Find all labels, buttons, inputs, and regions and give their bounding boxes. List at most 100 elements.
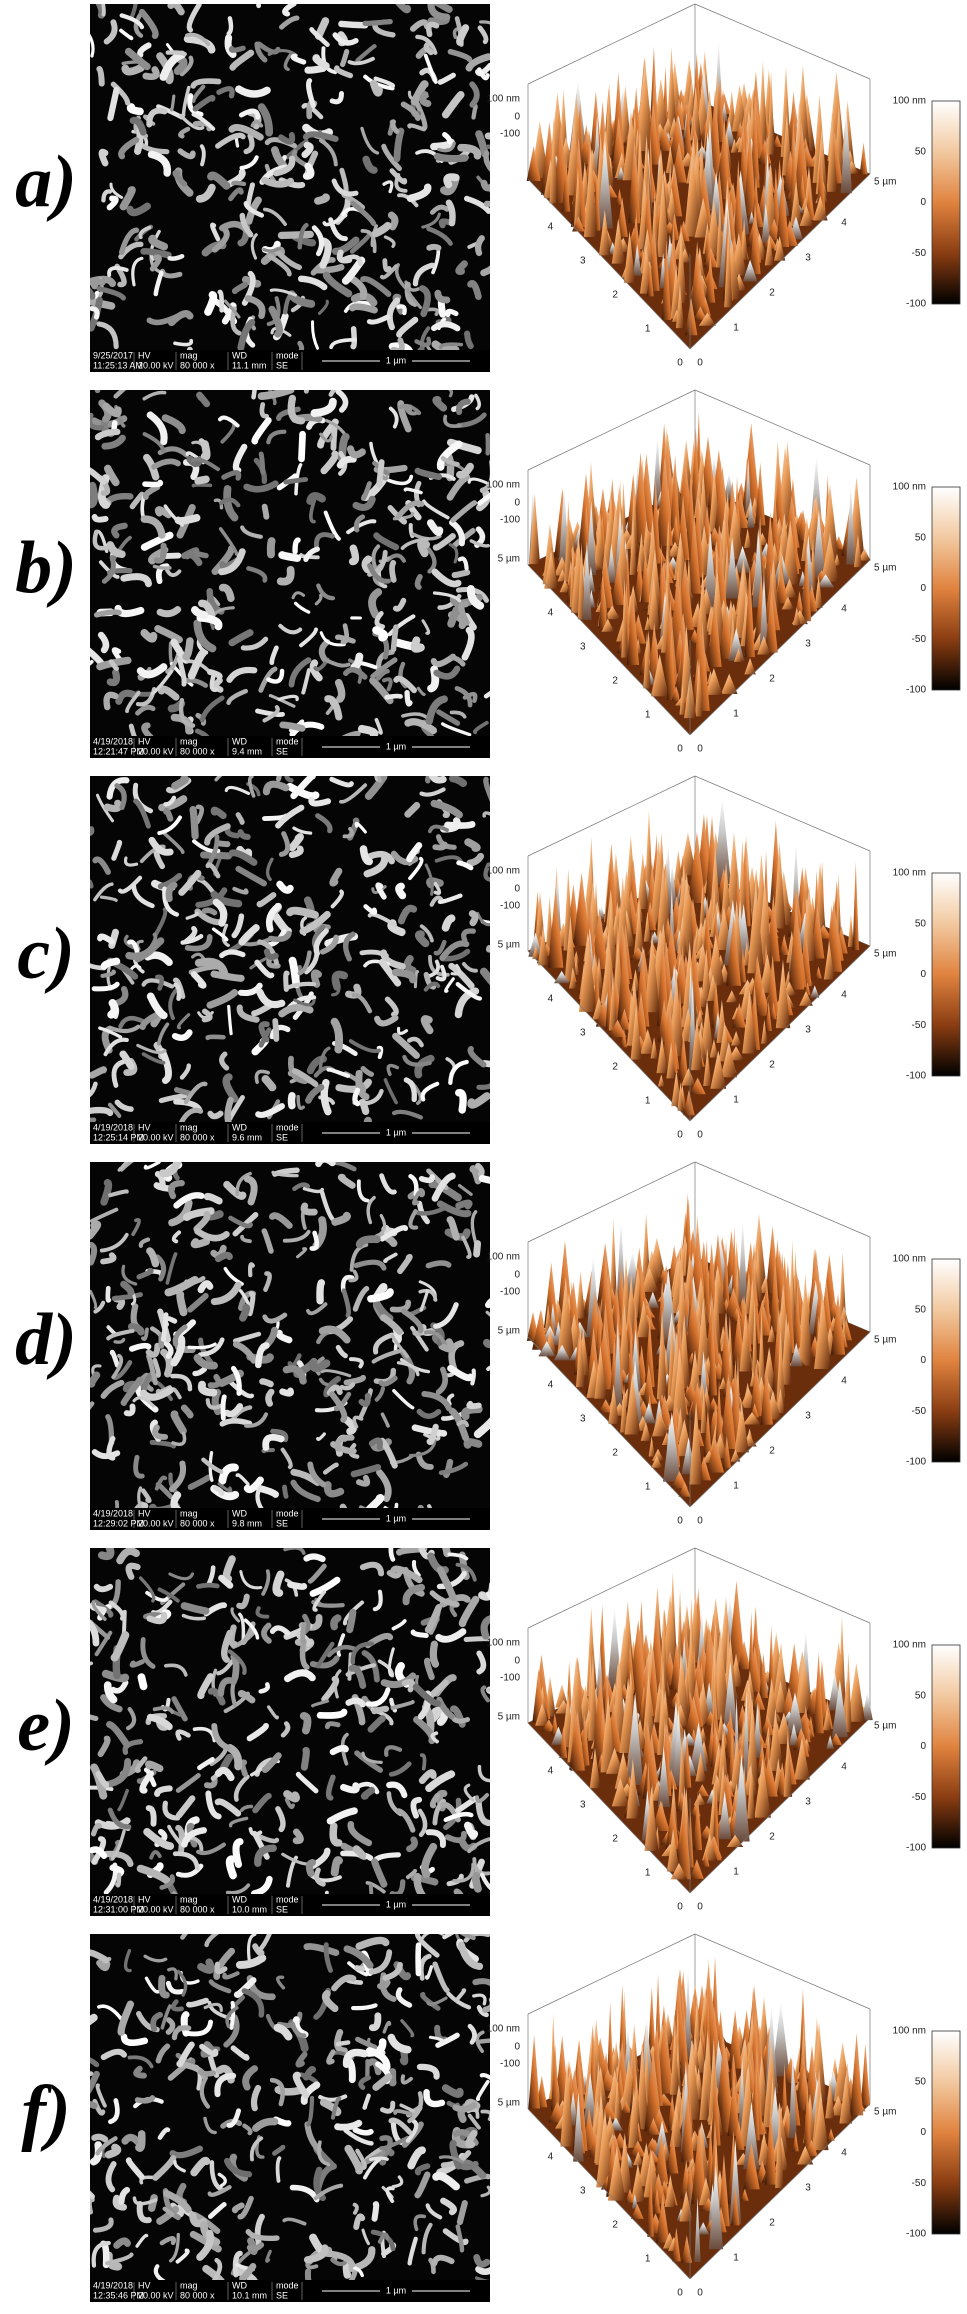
sem-feature — [461, 1235, 472, 1259]
afm-box-edge — [694, 775, 871, 852]
sem-feature — [365, 1687, 391, 1707]
afm-peak — [669, 2029, 680, 2095]
sem-feature — [165, 881, 178, 903]
sem-feature — [170, 1335, 186, 1367]
sem-feature — [333, 1669, 342, 1699]
sem-feature — [309, 1874, 342, 1883]
afm-peak — [650, 654, 669, 697]
sem-feature — [432, 2171, 460, 2191]
sem-feature — [120, 1162, 134, 1172]
afm-peak — [666, 1042, 676, 1079]
afm-peak — [737, 1219, 748, 1307]
afm-peak — [528, 932, 543, 957]
sem-feature — [390, 850, 419, 866]
afm-peak — [616, 1219, 626, 1308]
sem-feature — [418, 1769, 437, 1784]
sem-feature — [271, 912, 292, 936]
sem-feature — [321, 656, 351, 668]
sem-feature — [284, 776, 294, 783]
sem-feature — [323, 1942, 333, 1973]
afm-peak — [679, 2015, 690, 2082]
sem-feature — [228, 629, 254, 647]
sem-feature — [258, 1682, 270, 1694]
afm-peak — [611, 218, 625, 264]
sem-feature — [140, 494, 146, 521]
sem-feature — [432, 395, 448, 412]
afm-peak — [797, 2145, 814, 2165]
sem-feature — [368, 2156, 389, 2162]
sem-feature — [416, 1408, 442, 1419]
sem-feature — [118, 136, 140, 160]
sem-feature — [403, 487, 423, 495]
sem-feature — [118, 227, 140, 256]
afm-peak — [621, 577, 629, 658]
sem-feature — [336, 455, 357, 469]
sem-feature — [410, 80, 429, 106]
colorbar-label: -100 — [906, 1071, 926, 1082]
sem-feature — [416, 686, 426, 697]
sem-feature — [90, 879, 94, 889]
sem-feature — [309, 659, 323, 682]
sem-feature — [139, 142, 170, 155]
sem-header: HV — [138, 1508, 151, 1518]
sem-feature — [361, 555, 373, 574]
sem-feature — [210, 1281, 242, 1306]
sem-feature — [357, 724, 379, 736]
sem-feature — [105, 2161, 117, 2193]
sem-feature — [167, 253, 185, 261]
afm-peak — [773, 841, 786, 929]
sem-feature — [355, 1069, 370, 1101]
sem-feature — [231, 180, 247, 187]
sem-feature — [341, 730, 361, 736]
sem-feature — [283, 1790, 300, 1803]
sem-feature — [245, 2229, 280, 2242]
scale-label-bg — [380, 355, 412, 367]
afm-box-edge — [694, 1933, 871, 2010]
sem-feature — [91, 2133, 109, 2143]
sem-feature — [103, 1037, 129, 1057]
sem-feature — [314, 1867, 326, 1887]
sem-feature — [139, 1386, 174, 1401]
afm-peak — [734, 545, 751, 573]
sem-feature — [257, 103, 274, 137]
sem-feature — [169, 2145, 204, 2159]
colorbar-label: -100 — [906, 1457, 926, 1468]
afm-peak — [800, 1705, 811, 1743]
sem-feature — [195, 183, 216, 203]
sem-feature — [90, 1106, 114, 1117]
sem-feature — [381, 143, 402, 172]
afm-peak — [840, 108, 853, 194]
sem-feature — [183, 1081, 208, 1105]
sem-feature — [213, 498, 224, 510]
sem-feature — [113, 390, 127, 399]
sem-feature — [284, 138, 309, 160]
afm-peak — [755, 462, 766, 526]
afm-peak — [847, 1662, 865, 1722]
sem-feature — [349, 303, 378, 314]
afm-peak — [676, 1588, 684, 1671]
sem-feature — [349, 232, 372, 254]
axis-tick-label: 3 — [805, 1025, 811, 1036]
sem-feature — [261, 176, 294, 188]
sem-feature — [110, 1631, 130, 1662]
colorbar-label: 50 — [915, 1304, 927, 1315]
sem-feature — [346, 274, 368, 300]
sem-feature — [360, 229, 377, 254]
sem-feature — [180, 1404, 194, 1419]
sem-mode: SE — [276, 1518, 288, 1528]
sem-feature — [125, 2157, 145, 2180]
afm-peak — [553, 970, 570, 984]
sem-feature — [232, 1341, 257, 1364]
sem-feature — [147, 150, 172, 177]
sem-feature — [238, 1288, 252, 1309]
sem-feature — [159, 1048, 172, 1084]
sem-feature — [388, 1548, 396, 1562]
afm-peak — [605, 1747, 624, 1774]
sem-feature — [398, 403, 413, 414]
afm-peak — [726, 500, 744, 560]
sem-feature — [187, 1342, 217, 1350]
sem-feature — [433, 939, 447, 956]
sem-feature — [448, 390, 454, 398]
sem-feature — [418, 1953, 432, 1981]
afm-peak — [761, 1019, 768, 1044]
